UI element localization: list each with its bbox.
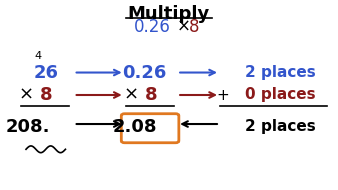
Text: 2 places: 2 places	[245, 119, 315, 134]
Text: 4: 4	[34, 51, 41, 61]
Text: Multiply: Multiply	[128, 5, 210, 23]
Text: 0.26: 0.26	[122, 63, 167, 82]
Text: 26: 26	[33, 63, 58, 82]
Text: 208.: 208.	[5, 118, 50, 136]
Text: ×: ×	[19, 86, 33, 104]
Text: 0 places: 0 places	[245, 88, 315, 102]
Text: 2.08: 2.08	[112, 118, 157, 136]
Text: ×: ×	[177, 18, 191, 36]
Text: 8: 8	[188, 18, 199, 36]
Text: +: +	[217, 88, 230, 102]
Text: 8: 8	[145, 86, 157, 104]
Text: 0.26: 0.26	[134, 18, 171, 36]
Text: ×: ×	[124, 86, 139, 104]
Text: 8: 8	[40, 86, 52, 104]
Text: 2 places: 2 places	[245, 65, 315, 80]
